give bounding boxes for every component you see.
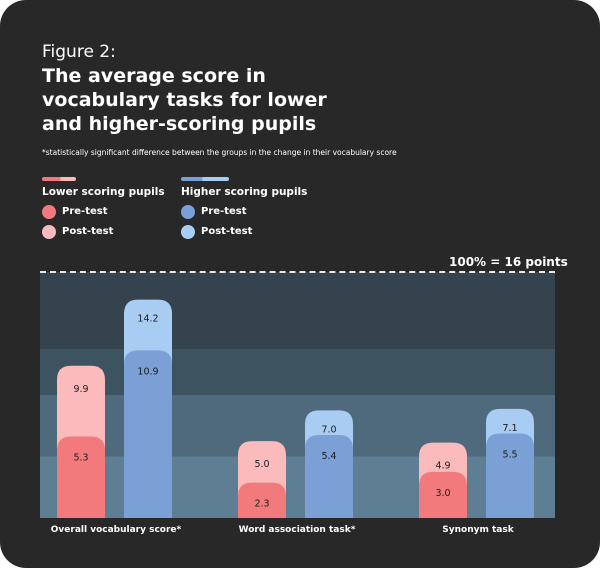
legend-higher-heading: Higher scoring pupils — [181, 186, 308, 198]
bar-lower-pre — [57, 436, 105, 518]
label-lower-post: 5.0 — [254, 459, 269, 470]
max-scale-line — [40, 271, 555, 273]
background-band — [40, 272, 555, 349]
legend-higher-post-label: Post-test — [201, 226, 253, 237]
category-label-synonym: Synonym task — [442, 525, 514, 535]
background-band — [40, 395, 555, 457]
legend-lower-pre-swatch — [42, 205, 56, 219]
bar-higher-pre — [305, 434, 353, 518]
label-higher-post: 7.0 — [321, 424, 336, 435]
legend-higher-bar — [181, 177, 229, 181]
figure-label: Figure 2: — [42, 42, 116, 62]
legend-lower-bar — [42, 177, 76, 181]
legend-lower-post-label: Post-test — [62, 226, 114, 237]
label-higher-pre: 5.4 — [321, 451, 336, 462]
label-lower-post: 4.9 — [435, 461, 450, 472]
legend-higher-post-swatch — [181, 225, 195, 239]
significance-note: *statistically significant difference be… — [42, 148, 397, 157]
category-label-word-association: Word association task* — [238, 525, 356, 535]
max-scale-label: 100% = 16 points — [449, 255, 568, 269]
label-higher-post: 7.1 — [502, 423, 517, 434]
chart-title: The average score in vocabulary tasks fo… — [42, 65, 327, 135]
category-label-overall: Overall vocabulary score* — [50, 525, 182, 535]
label-higher-post: 14.2 — [137, 314, 158, 325]
label-higher-pre: 5.5 — [502, 449, 517, 460]
bar-lower-pre — [419, 471, 467, 518]
legend-lower-pre-label: Pre-test — [62, 206, 108, 217]
legend-lower-post-swatch — [42, 225, 56, 239]
bar-higher-pre — [486, 433, 534, 518]
background-band — [40, 456, 555, 518]
label-lower-post: 9.9 — [73, 384, 88, 395]
legend-higher-pre-swatch — [181, 205, 195, 219]
background-band — [40, 348, 555, 395]
legend-lower-heading: Lower scoring pupils — [42, 186, 165, 198]
bar-lower-pre — [238, 482, 286, 518]
label-lower-pre: 2.3 — [254, 499, 269, 510]
legend-higher-pre-label: Pre-test — [201, 206, 247, 217]
label-higher-pre: 10.9 — [137, 366, 158, 377]
bar-higher-pre — [124, 350, 172, 518]
label-lower-pre: 5.3 — [73, 453, 88, 464]
label-lower-pre: 3.0 — [435, 488, 450, 499]
